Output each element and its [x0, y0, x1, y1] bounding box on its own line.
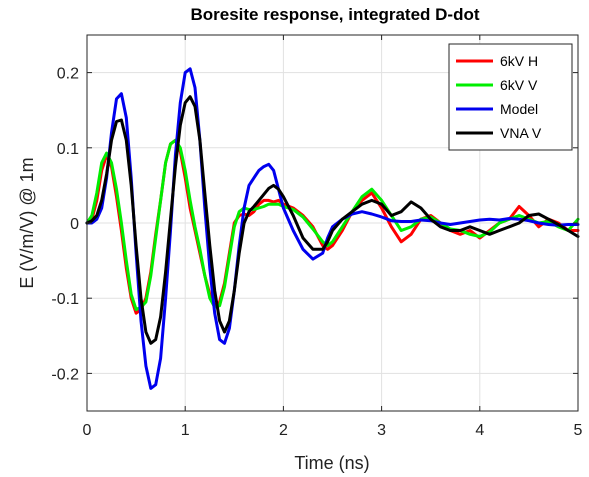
x-tick-label: 5: [574, 422, 583, 439]
y-tick-label: 0.2: [57, 66, 79, 83]
series-line-vna-v: [85, 95, 580, 345]
legend-label: 6kV V: [500, 77, 538, 93]
y-tick-label: -0.1: [51, 291, 79, 308]
x-tick-label: 4: [475, 422, 484, 439]
x-tick-label: 2: [279, 422, 288, 439]
legend-label: VNA V: [500, 125, 542, 141]
y-tick-label: 0: [70, 216, 79, 233]
x-tick-label: 3: [377, 422, 386, 439]
x-tick-label: 0: [83, 422, 92, 439]
ticks: 0 1 2 3 4 5 -0.2 -0.1 0 0.1 0.2: [51, 35, 583, 439]
x-tick-label: 1: [181, 422, 190, 439]
legend-label: 6kV H: [500, 53, 538, 69]
series-line-6kv-v: [85, 138, 580, 311]
y-axis-label: E (V/m/V) @ 1m: [17, 157, 37, 288]
chart-title: Boresite response, integrated D-dot: [190, 5, 479, 24]
legend-label: Model: [500, 101, 538, 117]
series-layer: [85, 67, 580, 390]
series-line-model: [85, 67, 580, 390]
x-axis-label: Time (ns): [294, 453, 369, 473]
y-tick-label: 0.1: [57, 141, 79, 158]
legend: 6kV H 6kV V Model VNA V: [448, 43, 573, 151]
y-tick-label: -0.2: [51, 366, 79, 383]
